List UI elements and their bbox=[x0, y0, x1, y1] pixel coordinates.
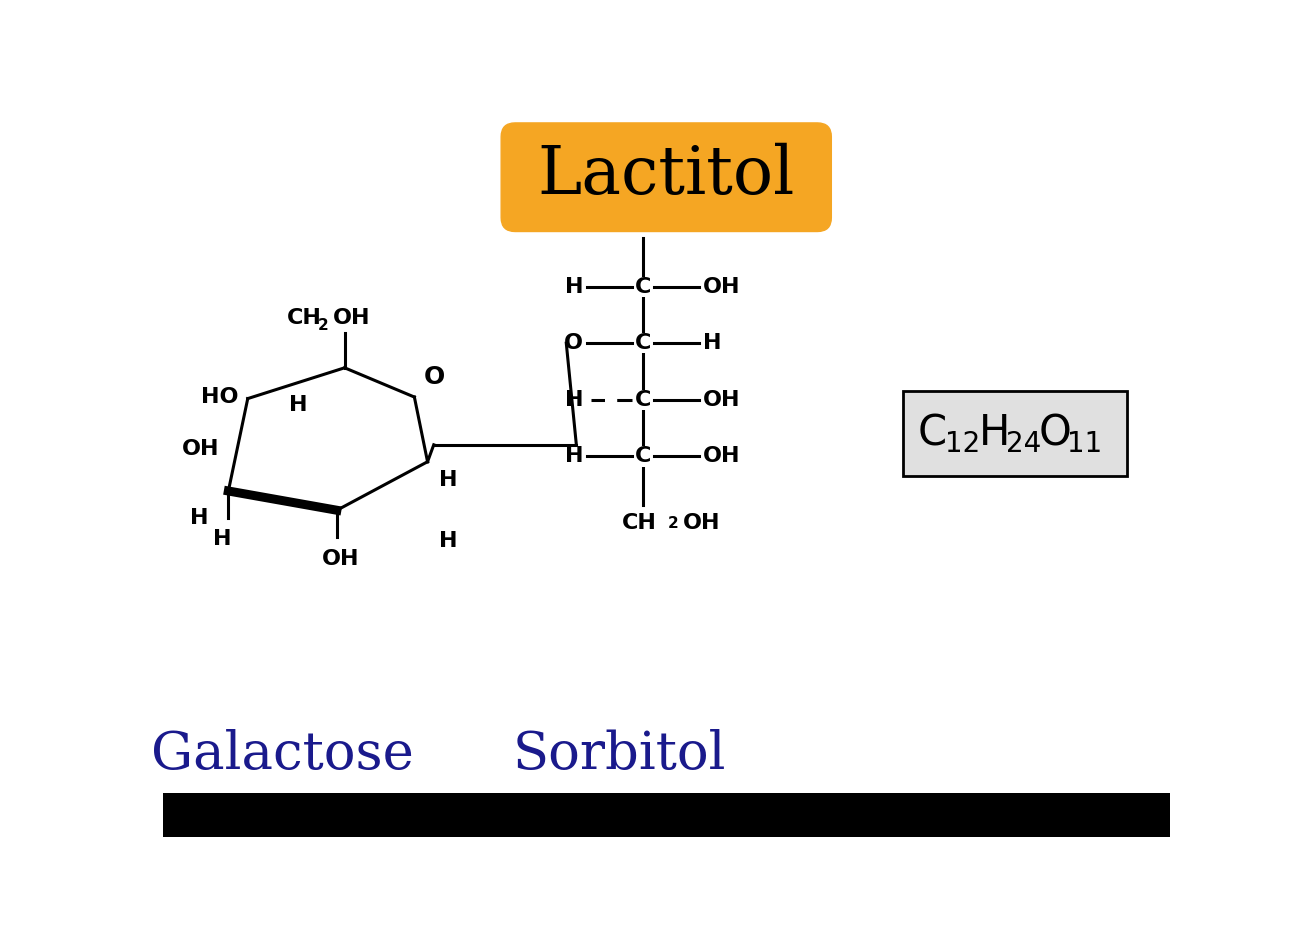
Text: O: O bbox=[564, 333, 584, 353]
Text: OH: OH bbox=[703, 446, 740, 467]
Text: OH: OH bbox=[682, 211, 720, 231]
Text: HO: HO bbox=[202, 387, 238, 407]
Text: H: H bbox=[703, 333, 722, 353]
Text: OH: OH bbox=[682, 513, 720, 533]
Text: 2: 2 bbox=[317, 318, 328, 333]
Text: H: H bbox=[213, 530, 231, 550]
Text: H: H bbox=[190, 508, 208, 528]
Text: H: H bbox=[290, 395, 308, 415]
Text: CH: CH bbox=[286, 308, 321, 327]
Text: C: C bbox=[634, 333, 651, 353]
Text: C: C bbox=[634, 391, 651, 410]
Text: C: C bbox=[634, 446, 651, 467]
Text: O: O bbox=[1039, 412, 1071, 455]
Text: OH: OH bbox=[703, 277, 740, 297]
Text: C: C bbox=[634, 391, 651, 410]
Text: H: H bbox=[564, 391, 584, 410]
Text: H: H bbox=[979, 412, 1010, 455]
Text: OH: OH bbox=[703, 391, 740, 410]
Text: CH: CH bbox=[621, 513, 656, 533]
Text: C: C bbox=[634, 277, 651, 297]
Text: C: C bbox=[634, 446, 651, 467]
Text: H: H bbox=[564, 277, 584, 297]
Text: C: C bbox=[918, 412, 948, 455]
Text: OH: OH bbox=[333, 308, 370, 327]
Text: Galactose: Galactose bbox=[151, 728, 415, 780]
Text: H: H bbox=[439, 531, 458, 551]
Text: 24: 24 bbox=[1006, 430, 1041, 458]
Bar bbox=[902, 391, 1127, 475]
Text: CH: CH bbox=[621, 211, 656, 231]
Text: 2: 2 bbox=[668, 516, 679, 531]
Text: H: H bbox=[564, 446, 584, 467]
Text: OH: OH bbox=[322, 549, 360, 568]
Text: 11: 11 bbox=[1067, 430, 1102, 458]
Text: Sorbitol: Sorbitol bbox=[514, 728, 727, 780]
Text: 12: 12 bbox=[945, 430, 980, 458]
Text: Lactitol: Lactitol bbox=[538, 143, 794, 208]
Text: H: H bbox=[439, 470, 458, 490]
Text: 2: 2 bbox=[668, 219, 679, 233]
Text: OH: OH bbox=[182, 439, 220, 458]
Text: O: O bbox=[424, 365, 445, 390]
Text: C: C bbox=[634, 277, 651, 297]
Bar bbox=[162, 793, 1170, 837]
Text: C: C bbox=[634, 333, 651, 353]
FancyBboxPatch shape bbox=[502, 123, 831, 231]
